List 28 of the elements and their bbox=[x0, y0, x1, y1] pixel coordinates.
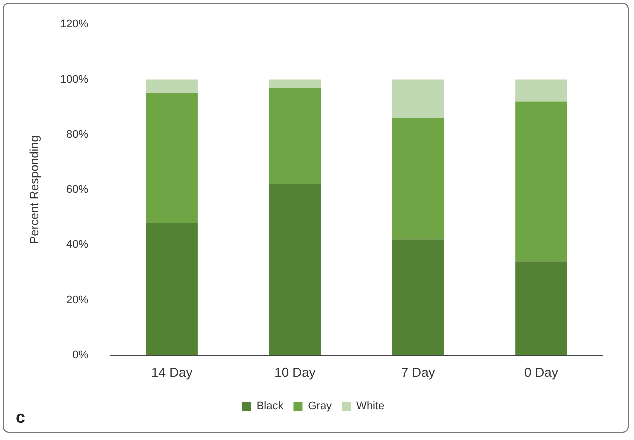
legend-label: White bbox=[356, 400, 385, 413]
x-tick-label: 7 Day bbox=[401, 364, 436, 380]
bar bbox=[269, 80, 322, 88]
legend-label: Gray bbox=[308, 400, 333, 413]
x-tick-label: 10 Day bbox=[274, 364, 316, 380]
bar bbox=[516, 262, 568, 356]
y-tick-label: 120% bbox=[60, 18, 89, 31]
bar bbox=[392, 118, 444, 240]
y-tick-label: 60% bbox=[66, 184, 89, 196]
bar bbox=[392, 240, 444, 356]
bar bbox=[146, 223, 198, 356]
bar bbox=[269, 88, 322, 184]
y-tick-label: 20% bbox=[66, 294, 89, 306]
bar bbox=[392, 80, 444, 118]
y-tick-label: 80% bbox=[66, 128, 89, 141]
bar bbox=[516, 80, 568, 102]
x-tick-label: 0 Day bbox=[524, 364, 559, 380]
bar bbox=[269, 184, 322, 356]
bar bbox=[146, 94, 198, 224]
y-axis-title: Percent Responding bbox=[28, 136, 42, 244]
bar bbox=[146, 80, 198, 94]
bar bbox=[516, 102, 568, 262]
legend-label: Black bbox=[256, 400, 284, 413]
x-tick-label: 14 Day bbox=[151, 364, 194, 380]
y-tick-label: 0% bbox=[72, 349, 89, 362]
y-tick-label: 100% bbox=[60, 74, 89, 86]
text: c bbox=[16, 408, 26, 428]
y-tick-label: 40% bbox=[66, 239, 89, 252]
